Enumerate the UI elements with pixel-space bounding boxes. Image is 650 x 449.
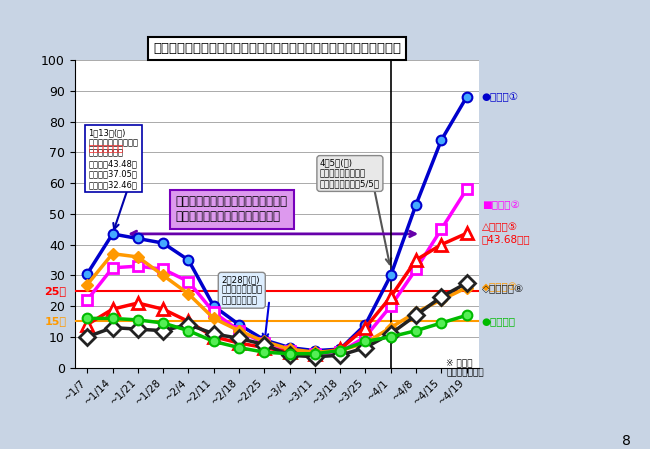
Text: ◇和歌山県⑧: ◇和歌山県⑧ bbox=[482, 284, 524, 294]
Text: 15人: 15人 bbox=[44, 317, 66, 326]
Text: 25人: 25人 bbox=[44, 286, 66, 296]
Text: 8: 8 bbox=[621, 434, 630, 448]
Text: ●滋賀県⑪: ●滋賀県⑪ bbox=[482, 317, 515, 326]
Text: 今年１月の経済の強化宣言発出時の
大阪の数値を超えた数値＝奈良県: 今年１月の経済の強化宣言発出時の 大阪の数値を超えた数値＝奈良県 bbox=[176, 195, 288, 224]
Text: ■兵庫県②: ■兵庫県② bbox=[482, 200, 519, 210]
Text: 経済の強化定時: 経済の強化定時 bbox=[88, 145, 124, 154]
Text: △奈良県⑤
（43.68人）: △奈良県⑤ （43.68人） bbox=[482, 223, 530, 244]
Text: ◆京都府⑦: ◆京都府⑦ bbox=[482, 283, 518, 293]
Text: 1月13日(水)
阪　・兵庫・京都への
経済の強化定時
阪　府：43.48人
京都府：37.05人
兵庫県：32.46人: 1月13日(水) 阪 ・兵庫・京都への 経済の強化定時 阪 府：43.48人 京… bbox=[88, 128, 138, 189]
Title: 関西２府４県の直近１週間の人口１０万人当たりの新規陽性者数推移: 関西２府４県の直近１週間の人口１０万人当たりの新規陽性者数推移 bbox=[153, 42, 401, 55]
Text: 4月5日(月)
大阪・兵庫のまん延
防止適用開始（～5/5）: 4月5日(月) 大阪・兵庫のまん延 防止適用開始（～5/5） bbox=[320, 158, 380, 189]
Text: ●大阪府①: ●大阪府① bbox=[482, 92, 519, 102]
Text: ※ 丸数字
　：全国の順位: ※ 丸数字 ：全国の順位 bbox=[447, 358, 484, 378]
Text: 2月28日(日)
阪　・兵庫・京都
への宣言を解除: 2月28日(日) 阪 ・兵庫・京都 への宣言を解除 bbox=[221, 275, 263, 305]
